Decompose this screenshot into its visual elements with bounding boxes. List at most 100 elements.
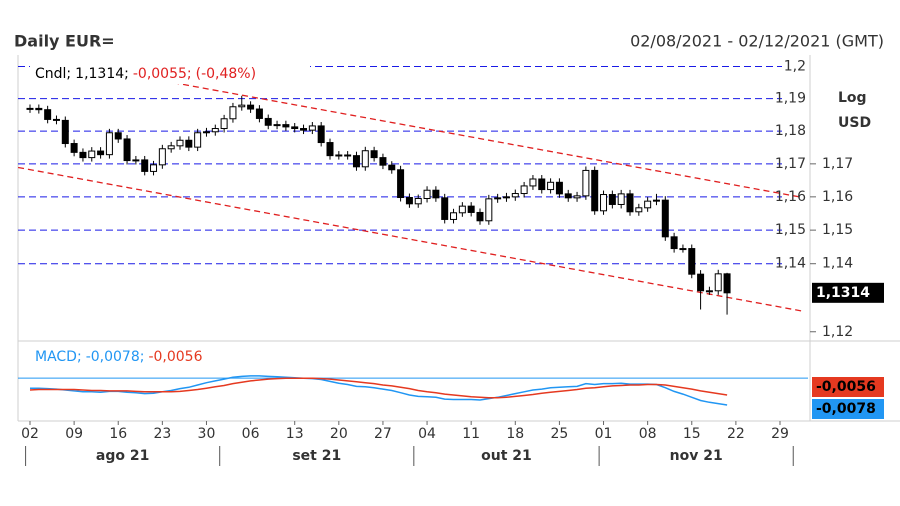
x-tick-label: 23 (153, 426, 171, 442)
legend-bg (30, 62, 310, 84)
candle-body (661, 199, 669, 238)
legend-item: (-0,48%) (196, 66, 256, 82)
level-label: 1,19 (775, 91, 806, 107)
month-label: ago 21 (96, 448, 149, 464)
candle-body (635, 207, 643, 213)
candle-body (52, 118, 60, 121)
candle-body (573, 195, 581, 199)
legend: MACD; -0,0078; -0,0056 (35, 349, 203, 365)
candle-body (582, 169, 590, 197)
value-label: -0,0056 (816, 379, 876, 395)
candle-body (229, 106, 237, 120)
axis-title: USD (838, 115, 871, 131)
candle-body (379, 157, 387, 166)
candle-body (476, 211, 484, 222)
y-tick-label: 1,12 (822, 324, 853, 340)
candle-body (538, 178, 546, 191)
candle-body (511, 193, 519, 198)
candle-body (202, 131, 210, 134)
candle-body (70, 143, 78, 153)
candle-body (467, 205, 475, 213)
level-label: 1,18 (775, 123, 806, 139)
candle-body (194, 132, 202, 148)
candle-body (167, 145, 175, 150)
plot-area (18, 66, 802, 315)
value-label: -0,0078 (816, 401, 876, 417)
candle-body (238, 104, 246, 108)
x-tick-label: 25 (550, 426, 568, 442)
candle-body (308, 125, 316, 131)
candle-body (264, 117, 272, 126)
candle-body (220, 118, 228, 130)
macd-line (30, 375, 728, 406)
candle-body (714, 273, 722, 292)
x-tick-label: 16 (109, 426, 127, 442)
candle-body (705, 290, 713, 293)
candle-body (352, 155, 360, 168)
candle-body (600, 194, 608, 212)
y-tick-label: 1,16 (822, 189, 853, 205)
candle-body (273, 124, 281, 127)
x-tick-label: 15 (683, 426, 701, 442)
candle-body (44, 109, 52, 120)
candle-body (255, 108, 263, 119)
x-tick-label: 18 (506, 426, 524, 442)
candle-body (679, 248, 687, 251)
candle-body (405, 197, 413, 205)
legend: Cndl; 1,1314; -0,0055; (-0,48%) (35, 66, 256, 82)
legend-item: MACD; (35, 349, 82, 365)
candle-body (211, 128, 219, 133)
legend-item: -0,0055; (133, 66, 192, 82)
candle-body (670, 236, 678, 250)
x-tick-label: 06 (242, 426, 260, 442)
candle-body (141, 159, 149, 172)
candle-body (361, 150, 369, 168)
candle-body (608, 194, 616, 205)
candle-body (564, 193, 572, 199)
candle-body (626, 193, 634, 213)
candle-body (644, 200, 652, 209)
candle-body (282, 124, 290, 128)
level-label: 1,2 (784, 59, 806, 75)
x-tick-label: 09 (65, 426, 83, 442)
candle-body (432, 189, 440, 199)
candle-body (397, 169, 405, 199)
candle-body (35, 107, 43, 111)
candle-body (547, 181, 555, 191)
candle-body (344, 154, 352, 157)
x-tick-label: 29 (771, 426, 789, 442)
month-label: out 21 (481, 448, 532, 464)
value-box (812, 399, 884, 419)
chart-title: Daily EUR= (14, 32, 115, 51)
candle-body (485, 198, 493, 222)
price-label: 1,1314 (816, 285, 870, 301)
candle-body (591, 169, 599, 212)
candle-body (697, 273, 705, 292)
candle-body (520, 185, 528, 195)
candle-body (688, 248, 696, 275)
candle-body (176, 139, 184, 147)
level-label: 1,14 (775, 256, 806, 272)
level-label: 1,17 (775, 156, 806, 172)
candle-body (502, 196, 510, 199)
candle-body (114, 132, 122, 140)
candle-body (529, 178, 537, 187)
candle-body (300, 128, 308, 131)
candle-body (26, 107, 34, 110)
month-label: nov 21 (670, 448, 723, 464)
level-label: 1,16 (775, 189, 806, 205)
candle-body (555, 181, 563, 195)
date-range: 02/08/2021 - 02/12/2021 (GMT) (630, 32, 884, 51)
x-tick-label: 30 (198, 426, 216, 442)
candle-body (105, 132, 113, 156)
x-tick-label: 20 (330, 426, 348, 442)
legend-item: 1,1314; (75, 66, 129, 82)
legend-item: -0,0078; (86, 349, 145, 365)
y-tick-label: 1,15 (822, 222, 853, 238)
x-tick-label: 02 (21, 426, 39, 442)
trend-line (18, 166, 802, 312)
legend-item: -0,0056 (148, 349, 202, 365)
x-tick-label: 11 (462, 426, 480, 442)
